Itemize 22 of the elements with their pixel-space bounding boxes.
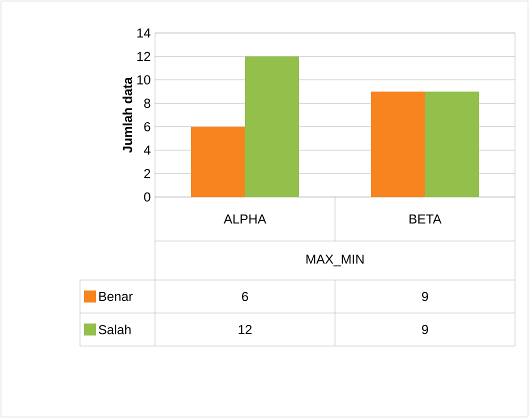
y-tick-label: 10 — [137, 75, 150, 84]
legend-label: Salah — [98, 324, 131, 334]
data-label: 6 — [242, 292, 248, 302]
y-tick-label: 2 — [144, 169, 150, 178]
legend-label: Benar — [99, 292, 133, 302]
data-label: 9 — [422, 324, 428, 334]
y-tick-label: 0 — [144, 192, 150, 202]
x-tick-label: BETA — [410, 214, 442, 224]
bar — [425, 92, 480, 198]
y-tick-label: 14 — [137, 28, 150, 38]
bar — [191, 126, 246, 198]
data-label: 12 — [238, 324, 252, 334]
x-axis-title: MAX_MIN — [306, 254, 364, 266]
bar — [245, 56, 300, 198]
y-tick-label: 4 — [144, 146, 150, 155]
y-axis-title: Jumlah data — [122, 77, 132, 153]
y-tick-label: 6 — [144, 122, 150, 132]
y-tick-label: 12 — [137, 52, 150, 61]
data-label: 9 — [422, 292, 428, 302]
bar — [371, 92, 426, 198]
x-tick-label: ALPHA — [224, 214, 266, 224]
y-tick-label: 8 — [144, 98, 150, 108]
